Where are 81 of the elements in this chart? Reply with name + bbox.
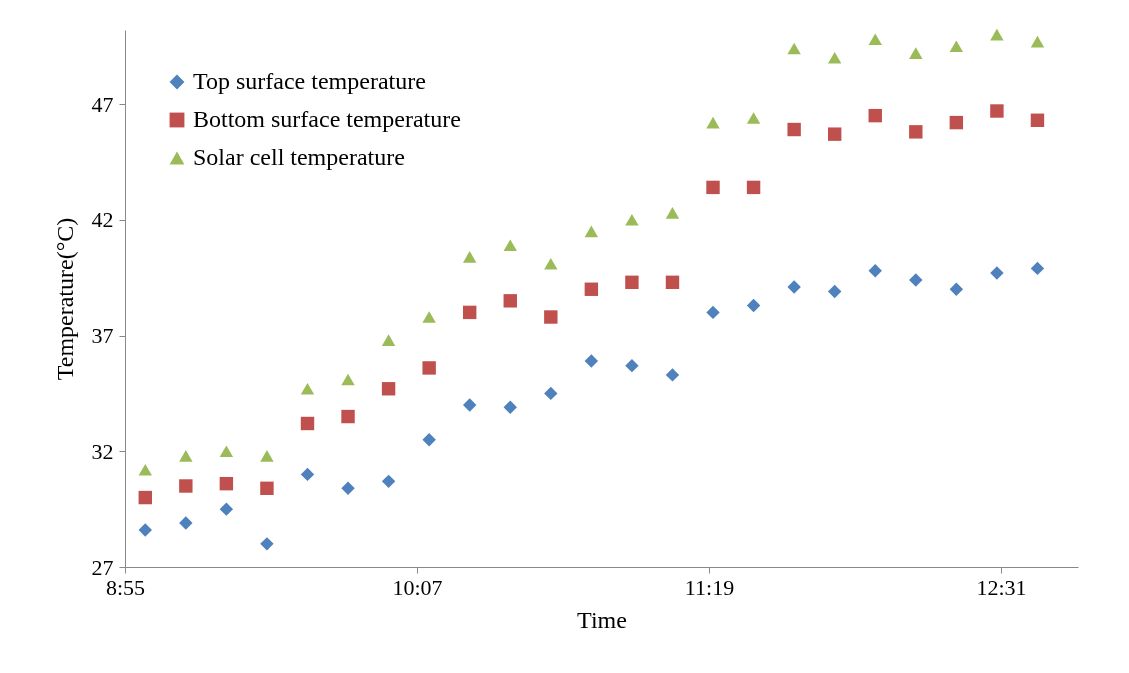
point [909, 125, 923, 139]
point [300, 382, 315, 395]
point [544, 310, 558, 324]
point [665, 207, 680, 219]
point [584, 225, 599, 238]
point [422, 432, 436, 447]
point [544, 386, 558, 401]
point [706, 116, 720, 129]
point [584, 354, 599, 368]
point [949, 40, 964, 53]
y-tick-label: 37 [91, 323, 114, 349]
legend-label: Top surface temperature [193, 68, 426, 94]
point [909, 273, 923, 287]
point [990, 266, 1004, 280]
point [544, 257, 558, 270]
point [300, 416, 315, 431]
point [1030, 35, 1045, 48]
point [868, 108, 882, 123]
point [179, 450, 193, 462]
point [381, 382, 396, 396]
point [138, 523, 152, 537]
point [827, 284, 842, 299]
point [381, 474, 396, 489]
point [706, 180, 720, 195]
point [868, 33, 882, 46]
point [462, 398, 477, 412]
point [341, 409, 355, 424]
x-tick-label: 11:19 [684, 574, 735, 600]
point [625, 213, 639, 226]
x-tick-label: 10:07 [392, 574, 443, 600]
point [746, 180, 761, 195]
y-tick-label: 42 [91, 207, 114, 233]
point [381, 334, 396, 346]
point [909, 47, 923, 59]
point [625, 275, 639, 290]
point [1030, 113, 1045, 127]
point [462, 305, 477, 320]
point [827, 127, 842, 141]
point [625, 358, 639, 373]
point [503, 400, 517, 414]
point [827, 51, 842, 64]
point [219, 502, 234, 516]
point [300, 467, 315, 482]
point [219, 445, 234, 458]
point [949, 282, 964, 296]
point [341, 373, 355, 386]
point [260, 537, 274, 551]
point [462, 251, 477, 263]
y-tick-label: 32 [91, 438, 114, 464]
point [260, 450, 274, 462]
y-tick-label: 47 [91, 91, 114, 117]
legend-label: Solar cell temperature [193, 144, 405, 170]
point [665, 368, 680, 382]
point [746, 112, 761, 124]
point [584, 282, 599, 296]
point [138, 463, 152, 476]
point [503, 239, 517, 252]
legend-label: Bottom surface temperature [193, 106, 461, 132]
point [949, 115, 964, 130]
point [990, 28, 1004, 41]
point [341, 481, 355, 496]
point [422, 311, 436, 323]
point [1030, 261, 1045, 276]
point [665, 275, 680, 290]
point [787, 122, 801, 137]
point [706, 305, 720, 320]
point [179, 516, 193, 530]
point [219, 476, 234, 491]
point [260, 481, 274, 496]
point [868, 264, 882, 278]
point [787, 42, 801, 55]
x-axis-title: Time [577, 606, 627, 633]
point [787, 280, 801, 294]
point [422, 361, 436, 375]
x-tick-label: 12:31 [976, 574, 1027, 600]
point [990, 104, 1004, 118]
point [179, 479, 193, 493]
point [746, 298, 761, 313]
y-axis-title: Temperature(°C) [51, 217, 78, 381]
point [503, 294, 517, 308]
point [138, 490, 152, 505]
